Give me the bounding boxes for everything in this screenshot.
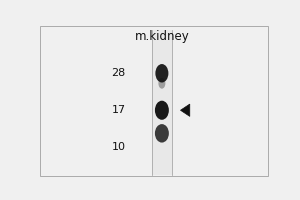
- Text: 28: 28: [112, 68, 126, 78]
- Ellipse shape: [158, 78, 165, 89]
- Text: 17: 17: [112, 105, 126, 115]
- Ellipse shape: [155, 124, 169, 143]
- Text: 10: 10: [112, 142, 126, 152]
- Text: m.kidney: m.kidney: [134, 30, 189, 43]
- Ellipse shape: [155, 101, 169, 120]
- Ellipse shape: [155, 64, 168, 83]
- Bar: [152, 30, 172, 175]
- Polygon shape: [181, 104, 190, 116]
